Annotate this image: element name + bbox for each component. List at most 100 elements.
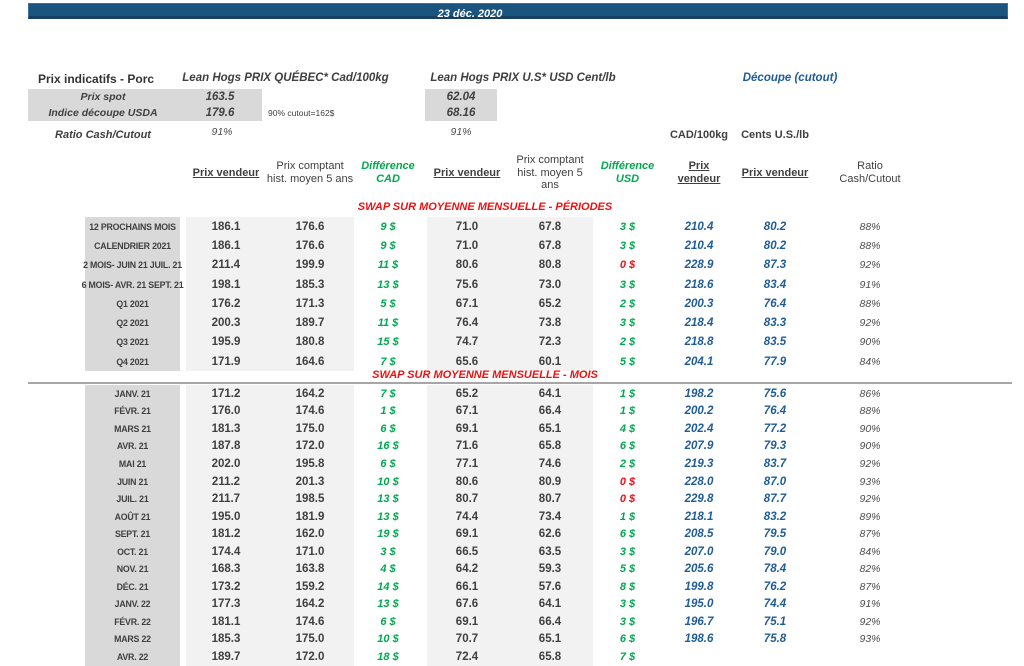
cell-difference-cad: 7 $ <box>380 355 396 368</box>
cell-cutout-cad: 205.6 <box>684 563 714 576</box>
cell-prix-vendeur-cad: 181.2 <box>186 525 266 543</box>
row-label: 12 PROCHAINS MOIS <box>85 217 180 237</box>
cell-difference-usd: 6 $ <box>619 633 636 646</box>
table-row: JANV. 21 171.2 164.2 7 $ 65.2 64.1 1 $ 198.2 75.… <box>85 385 926 403</box>
cell-prix-vendeur-cad: 189.7 <box>186 648 266 666</box>
cell-cutout-usd: 83.3 <box>763 317 787 330</box>
cell-cutout-usd: 76.4 <box>763 297 787 310</box>
cell-prix-vendeur-usd: 80.6 <box>427 472 507 491</box>
cell-difference-usd: 0 $ <box>619 259 636 272</box>
cell-prix-comptant-usd: 65.8 <box>507 437 593 456</box>
cell-ratio <box>814 648 926 666</box>
col-header-prix-vendeur-cutout-cad: Prix vendeur <box>677 160 721 185</box>
cell-prix-comptant-cad: 162.0 <box>266 525 354 543</box>
cell-cutout-usd: 77.9 <box>763 355 787 368</box>
table-row: AVR. 22 189.7 172.0 18 $ 72.4 65.8 7 $ <box>85 648 926 666</box>
cell-difference-cad: 7 $ <box>380 387 396 400</box>
cell-cutout-usd <box>736 648 814 666</box>
cell-cutout-usd: 78.4 <box>763 563 787 576</box>
usda-index-value-cad: 179.6 <box>205 107 235 119</box>
cell-difference-cad: 6 $ <box>380 457 396 470</box>
table-row: AOÛT 21 195.0 181.9 13 $ 74.4 73.4 1 $ 218.1 83.… <box>85 507 926 526</box>
cell-prix-comptant-cad: 172.0 <box>266 437 354 456</box>
col-header-prix-comptant-cad: Prix comptant hist. moyen 5 ans <box>266 160 354 185</box>
section-title-periodes: SWAP SUR MOYENNE MENSUELLE - PÉRIODES <box>357 201 613 213</box>
cell-difference-cad: 13 $ <box>377 493 399 506</box>
cell-difference-usd: 3 $ <box>619 545 636 558</box>
cell-difference-usd: 1 $ <box>619 510 636 523</box>
cell-prix-vendeur-cad: 211.2 <box>186 472 266 491</box>
cell-cutout-cad: 202.4 <box>684 422 714 435</box>
cell-prix-vendeur-usd: 71.6 <box>427 437 507 456</box>
row-label: MAI 21 <box>85 455 180 473</box>
cell-prix-comptant-usd: 66.4 <box>507 402 593 421</box>
cell-ratio: 88% <box>859 239 881 252</box>
cell-prix-vendeur-cad: 195.9 <box>186 332 266 353</box>
cell-difference-cad: 1 $ <box>380 405 396 418</box>
cell-prix-comptant-cad: 159.2 <box>266 578 354 596</box>
cell-prix-vendeur-cad: 211.4 <box>186 255 266 275</box>
row-label: FÉVR. 22 <box>85 613 180 631</box>
col-header-difference-usd: Différence USD <box>600 160 655 185</box>
cell-prix-vendeur-usd: 76.4 <box>427 313 507 333</box>
cell-prix-vendeur-usd: 65.6 <box>427 352 507 372</box>
cell-prix-comptant-cad: 195.8 <box>266 455 354 473</box>
row-label: MARS 22 <box>85 630 180 649</box>
row-label: FÉVR. 21 <box>85 402 180 421</box>
cell-difference-usd: 3 $ <box>619 239 636 252</box>
us-price-header: Lean Hogs PRIX U.S* USD Cent/lb <box>430 72 616 84</box>
periods-table: 12 PROCHAINS MOIS 186.1 176.6 9 $ 71.0 67.8 3 … <box>82 217 926 372</box>
cell-prix-comptant-usd: 80.9 <box>507 472 593 491</box>
cell-cutout-cad: 207.0 <box>684 545 714 558</box>
cell-prix-vendeur-usd: 70.7 <box>427 630 507 649</box>
cell-ratio: 92% <box>859 493 881 506</box>
cell-difference-usd: 1 $ <box>619 387 636 400</box>
cell-ratio: 84% <box>859 355 881 368</box>
cell-cutout-usd: 83.7 <box>763 457 787 470</box>
cell-prix-vendeur-usd: 67.1 <box>427 402 507 421</box>
spot-value-usd: 62.04 <box>446 91 476 103</box>
table-row: MARS 21 181.3 175.0 6 $ 69.1 65.1 4 $ 202.4 77.2… <box>85 420 926 438</box>
cell-difference-cad: 14 $ <box>377 580 399 593</box>
cell-ratio: 87% <box>859 528 881 541</box>
row-label: AVR. 22 <box>85 648 180 666</box>
cell-prix-vendeur-cad: 198.1 <box>186 274 266 295</box>
cell-difference-cad: 6 $ <box>380 422 396 435</box>
summary-row-spot: Prix spot 163.5 <box>28 89 262 105</box>
cutout-note: 90% cutout=162$ <box>268 108 335 118</box>
cell-prix-vendeur-usd: 80.6 <box>427 255 507 275</box>
cell-difference-cad: 10 $ <box>377 633 399 646</box>
row-label: OCT. 21 <box>85 542 180 561</box>
cell-prix-vendeur-usd: 77.1 <box>427 455 507 473</box>
cell-cutout-usd: 79.3 <box>763 440 787 453</box>
cell-prix-vendeur-cad: 181.3 <box>186 420 266 438</box>
cell-prix-comptant-cad: 198.5 <box>266 490 354 508</box>
col-header-prix-vendeur-cad: Prix vendeur <box>192 166 260 179</box>
cell-prix-vendeur-usd: 72.4 <box>427 648 507 666</box>
table-row: MARS 22 185.3 175.0 10 $ 70.7 65.1 6 $ 198.6 75.… <box>85 630 926 649</box>
cell-prix-vendeur-usd: 65.2 <box>427 385 507 403</box>
table-row: OCT. 21 174.4 171.0 3 $ 66.5 63.5 3 $ 207.0 79.0… <box>85 542 926 561</box>
cell-cutout-usd: 79.0 <box>763 545 787 558</box>
cell-prix-comptant-cad: 174.6 <box>266 402 354 421</box>
cell-cutout-cad: 196.7 <box>684 615 714 628</box>
cell-prix-comptant-usd: 67.8 <box>507 236 593 256</box>
cell-cutout-usd: 74.4 <box>763 598 787 611</box>
cell-difference-usd: 3 $ <box>619 615 636 628</box>
row-label: JUIL. 21 <box>85 490 180 508</box>
table-row: DÉC. 21 173.2 159.2 14 $ 66.1 57.6 8 $ 199.8 76.… <box>85 578 926 596</box>
cell-cutout-usd: 83.5 <box>763 336 787 349</box>
cell-ratio: 93% <box>859 475 881 488</box>
cell-ratio: 91% <box>859 278 881 291</box>
cell-cutout-cad: 219.3 <box>684 457 714 470</box>
cell-prix-comptant-usd: 65.1 <box>507 630 593 649</box>
row-label: 2 MOIS- JUIN 21 JUIL. 21 <box>83 255 182 275</box>
cell-prix-vendeur-cad: 187.8 <box>186 437 266 456</box>
cell-prix-comptant-usd: 64.1 <box>507 595 593 614</box>
cell-prix-vendeur-cad: 195.0 <box>186 507 266 526</box>
cell-prix-vendeur-usd: 67.1 <box>427 294 507 314</box>
cell-prix-comptant-usd: 65.1 <box>507 420 593 438</box>
cell-prix-comptant-cad: 201.3 <box>266 472 354 491</box>
cell-prix-vendeur-cad: 176.2 <box>186 294 266 314</box>
cell-difference-cad: 11 $ <box>377 317 399 330</box>
